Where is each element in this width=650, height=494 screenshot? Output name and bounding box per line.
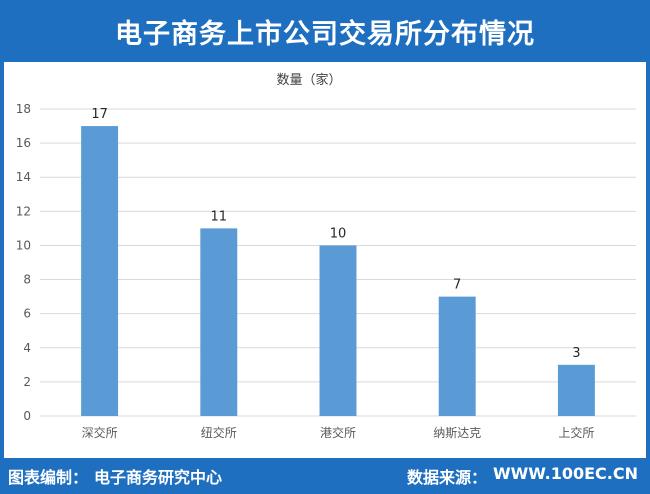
y-tick-label: 2 (23, 375, 31, 389)
bar-chart: 数量（家） 0 2 4 6 8 10 12 14 16 18 17 11 10 7 3 深交所 纽交所 港交所… (16, 72, 636, 440)
x-tick-labels: 深交所 纽交所 港交所 纳斯达克 上交所 (82, 425, 595, 440)
x-tick-label: 纳斯达克 (433, 426, 481, 440)
chart-panel: 数量（家） 0 2 4 6 8 10 12 14 16 18 17 11 10 7 3 深交所 纽交所 港交所… (4, 62, 646, 458)
x-tick-label: 纽交所 (201, 425, 237, 440)
chart-header: 电子商务上市公司交易所分布情况 (0, 0, 650, 62)
y-tick-label: 10 (16, 238, 31, 252)
bar (81, 126, 119, 417)
bar (438, 296, 476, 416)
bars (81, 126, 595, 417)
value-labels: 17 11 10 7 3 (91, 107, 580, 361)
footer-source: 数据来源： WWW.100EC.CN (407, 464, 638, 488)
x-tick-label: 深交所 (82, 425, 118, 440)
value-label: 11 (211, 209, 228, 224)
bar (319, 245, 357, 416)
y-tick-label: 6 (23, 307, 31, 321)
bar (557, 364, 595, 416)
bar (200, 228, 238, 416)
value-label: 17 (91, 107, 108, 122)
y-tick-labels: 0 2 4 6 8 10 12 14 16 18 (16, 102, 31, 423)
chart-title: 数量（家） (276, 72, 341, 88)
footer-compiler-label: 图表编制： (8, 468, 89, 487)
chart-header-title: 电子商务上市公司交易所分布情况 (115, 18, 535, 50)
footer-source-value: WWW.100EC.CN (493, 464, 638, 483)
x-tick-label: 上交所 (558, 425, 594, 440)
y-tick-label: 12 (16, 204, 31, 218)
footer-compiler: 图表编制： 电子商务研究中心 (8, 464, 222, 488)
footer: 图表编制： 电子商务研究中心 数据来源： WWW.100EC.CN (0, 458, 650, 494)
y-tick-label: 14 (16, 170, 31, 184)
x-tick-label: 港交所 (320, 425, 356, 440)
footer-compiler-value: 电子商务研究中心 (94, 468, 223, 487)
y-tick-label: 16 (16, 136, 31, 150)
y-tick-label: 8 (23, 273, 31, 287)
y-tick-label: 4 (23, 341, 31, 355)
value-label: 10 (330, 226, 347, 241)
y-tick-label: 18 (16, 102, 31, 116)
value-label: 3 (572, 346, 580, 361)
footer-source-label: 数据来源： (406, 468, 487, 487)
y-tick-label: 0 (23, 409, 31, 423)
value-label: 7 (453, 278, 461, 293)
